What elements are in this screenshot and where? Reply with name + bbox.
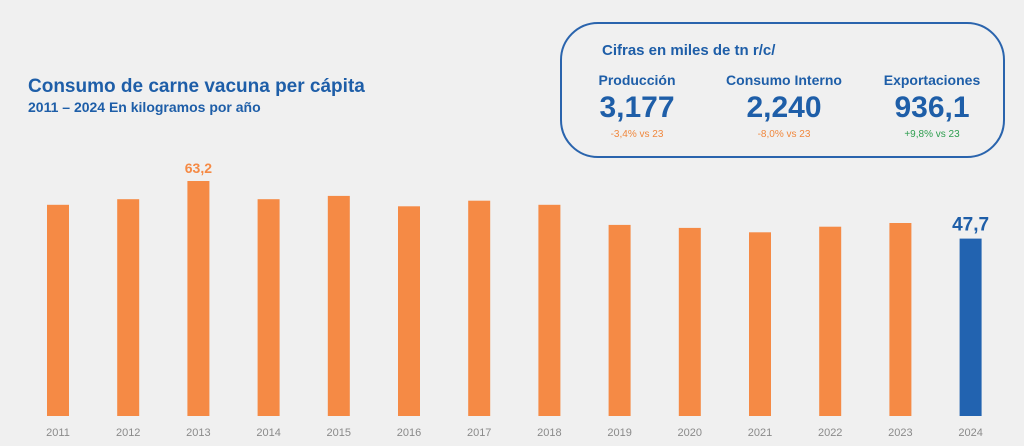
stat-produccion: Producción 3,177 -3,4% vs 23 bbox=[562, 72, 712, 140]
x-tick-label-2017: 2017 bbox=[467, 427, 491, 439]
key-figures-heading: Cifras en miles de tn r/c/ bbox=[602, 42, 776, 59]
data-label-2024: 47,7 bbox=[952, 215, 989, 236]
stat-change: -3,4% vs 23 bbox=[610, 129, 664, 140]
x-tick-label-2016: 2016 bbox=[397, 427, 421, 439]
bar-2022 bbox=[819, 226, 842, 416]
x-tick-label-2013: 2013 bbox=[186, 427, 210, 439]
bar-2018 bbox=[538, 204, 561, 416]
stat-consumo-interno: Consumo Interno 2,240 -8,0% vs 23 bbox=[709, 72, 859, 140]
stat-value: 3,177 bbox=[599, 91, 675, 124]
stat-label: Consumo Interno bbox=[726, 72, 842, 88]
bar-2015 bbox=[327, 195, 350, 416]
stat-label: Exportaciones bbox=[883, 72, 981, 88]
stat-value: 936,1 bbox=[894, 91, 970, 124]
x-tick-label-2023: 2023 bbox=[888, 427, 912, 439]
data-label-2013: 63,2 bbox=[185, 160, 212, 176]
bar-2014 bbox=[257, 199, 280, 416]
chart-subtitle: 2011 – 2024 En kilogramos por año bbox=[28, 99, 261, 115]
bar-2013 bbox=[187, 181, 210, 416]
x-tick-label-2014: 2014 bbox=[256, 427, 280, 439]
bar-2019 bbox=[608, 224, 631, 416]
bar-2011 bbox=[47, 204, 69, 416]
x-tick-label-2015: 2015 bbox=[327, 427, 351, 439]
x-tick-label-2022: 2022 bbox=[818, 427, 842, 439]
x-tick-label-2019: 2019 bbox=[607, 427, 631, 439]
bar-2023 bbox=[889, 223, 912, 416]
stat-value: 2,240 bbox=[746, 91, 822, 124]
stat-exportaciones: Exportaciones 936,1 +9,8% vs 23 bbox=[857, 72, 1007, 140]
x-tick-label-2012: 2012 bbox=[116, 427, 140, 439]
stat-change: -8,0% vs 23 bbox=[757, 129, 811, 140]
key-figures-panel: Cifras en miles de tn r/c/ Producción 3,… bbox=[560, 22, 1005, 158]
bar-2017 bbox=[468, 200, 491, 416]
x-tick-label-2021: 2021 bbox=[748, 427, 772, 439]
bar-2012 bbox=[117, 199, 140, 416]
stat-label: Producción bbox=[598, 72, 676, 88]
chart-title: Consumo de carne vacuna per cápita bbox=[28, 76, 365, 97]
stat-change: +9,8% vs 23 bbox=[904, 129, 960, 140]
bar-2020 bbox=[678, 227, 701, 416]
x-tick-label-2024: 2024 bbox=[958, 427, 982, 439]
bar-2021 bbox=[749, 232, 771, 416]
bar-2024 bbox=[959, 238, 982, 416]
bar-2016 bbox=[398, 206, 420, 416]
x-tick-label-2020: 2020 bbox=[678, 427, 702, 439]
x-tick-label-2011: 2011 bbox=[46, 427, 70, 439]
x-tick-label-2018: 2018 bbox=[537, 427, 561, 439]
